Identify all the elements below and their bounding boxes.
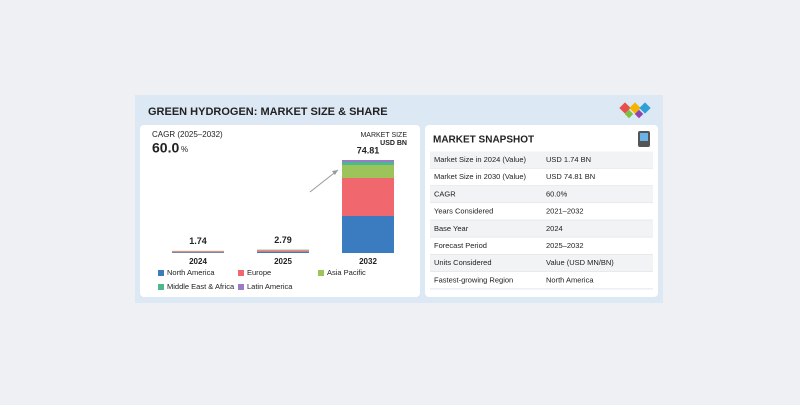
bar-segment (257, 252, 309, 253)
total-label: 1.74 (189, 236, 207, 246)
row-label: Forecast Period (434, 241, 487, 250)
row-value: 2021–2032 (546, 207, 584, 216)
snapshot-title: MARKET SNAPSHOT (433, 135, 534, 146)
legend-label: North America (167, 268, 215, 277)
x-tick-label: 2032 (359, 257, 377, 266)
bar-segment (342, 216, 394, 253)
bar-segment (342, 165, 394, 178)
report-icon (640, 133, 648, 141)
cagr-unit: % (181, 145, 188, 154)
title: GREEN HYDROGEN: MARKET SIZE & SHARE (148, 106, 388, 118)
unit-label: USD BN (380, 140, 407, 147)
legend-label: Asia Pacific (327, 268, 366, 277)
legend-swatch (158, 270, 164, 276)
bar-segment (257, 250, 309, 251)
row-label: Fastest-growing Region (434, 275, 513, 284)
row-value: 60.0% (546, 189, 568, 198)
row-value: USD 74.81 BN (546, 172, 595, 181)
row-value: Value (USD MN/BN) (546, 258, 614, 267)
row-label: Years Considered (434, 207, 493, 216)
cagr-label: CAGR (2025–2032) (152, 130, 223, 139)
row-value: USD 1.74 BN (546, 155, 591, 164)
bar-segment (172, 252, 224, 253)
row-label: Market Size in 2030 (Value) (434, 172, 526, 181)
total-label: 74.81 (357, 145, 380, 155)
legend-swatch (238, 284, 244, 290)
x-tick-label: 2025 (274, 257, 292, 266)
legend-swatch (238, 270, 244, 276)
bar-segment (342, 162, 394, 165)
legend-label: Middle East & Africa (167, 282, 235, 291)
row-value: 2025–2032 (546, 241, 584, 250)
row-label: Market Size in 2024 (Value) (434, 155, 526, 164)
bar-segment (172, 251, 224, 252)
legend-label: Europe (247, 268, 271, 277)
row-value: North America (546, 275, 594, 284)
table-row (430, 186, 653, 203)
unit-label: MARKET SIZE (360, 132, 407, 139)
legend-swatch (158, 284, 164, 290)
bar-segment (342, 160, 394, 162)
row-label: Units Considered (434, 258, 492, 267)
cagr-value: 60.0 (152, 140, 179, 156)
row-value: 2024 (546, 224, 563, 233)
x-tick-label: 2024 (189, 257, 207, 266)
legend-label: Latin America (247, 282, 293, 291)
row-label: Base Year (434, 224, 469, 233)
bar-segment (342, 178, 394, 216)
total-label: 2.79 (274, 235, 292, 245)
legend-swatch (318, 270, 324, 276)
row-label: CAGR (434, 189, 456, 198)
